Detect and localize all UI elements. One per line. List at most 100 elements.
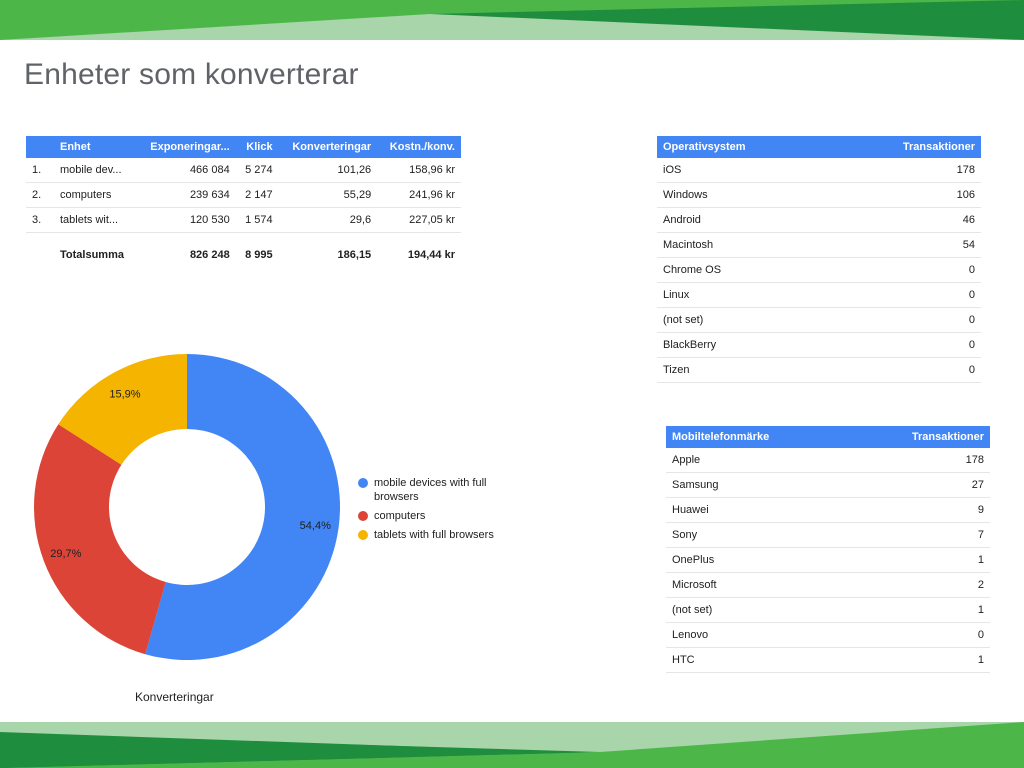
row-value: 27	[848, 472, 990, 498]
header-konverteringar[interactable]: Konverteringar	[278, 136, 378, 158]
row-value: 54	[828, 232, 981, 258]
device-name: computers	[54, 182, 137, 208]
table-row[interactable]: Windows 106	[657, 182, 981, 208]
header-exponeringar[interactable]: Exponeringar...	[136, 136, 236, 158]
row-name: Sony	[666, 522, 849, 548]
row-name: OnePlus	[666, 547, 849, 573]
row-value: 2	[848, 572, 990, 598]
row-value: 0	[828, 307, 981, 333]
os-transactions-table: Operativsystem Transaktioner iOS 178 Windo…	[657, 136, 981, 383]
legend-label: mobile devices with full browsers	[374, 477, 487, 503]
row-name: HTC	[666, 647, 849, 673]
conversions-value: 29,6	[278, 207, 378, 233]
row-name: Samsung	[666, 472, 849, 498]
row-value: 0	[848, 622, 990, 648]
table-row[interactable]: Lenovo 0	[666, 622, 990, 648]
slice-label: 29,7%	[50, 548, 81, 560]
row-name: iOS	[657, 158, 829, 183]
table-row[interactable]: Apple 178	[666, 448, 990, 473]
total-conversions: 186,15	[337, 249, 372, 261]
table-row[interactable]: Huawei 9	[666, 497, 990, 523]
row-value: 9	[848, 497, 990, 523]
header-klick[interactable]: Klick	[235, 136, 279, 158]
row-index: 3.	[26, 207, 54, 233]
row-name: BlackBerry	[657, 332, 829, 358]
slice-label: 54,4%	[300, 520, 331, 532]
row-name: (not set)	[666, 597, 849, 623]
brand-transactions-table: Mobiltelefonmärke Transaktioner Apple 178…	[666, 426, 990, 673]
table-row[interactable]: 3. tablets wit... 120 530 1 574 29,6 227,05 k…	[26, 207, 461, 233]
table-row[interactable]: Tizen 0	[657, 357, 981, 383]
conversions-value: 55,29	[278, 182, 378, 208]
row-name: Lenovo	[666, 622, 849, 648]
chart-legend: mobile devices with full browsers compute…	[358, 476, 508, 547]
row-name: Chrome OS	[657, 257, 829, 283]
header-mobiltelefonmarke[interactable]: Mobiltelefonmärke	[666, 426, 849, 448]
table-row[interactable]: 1. mobile dev... 466 084 5 274 101,26 158,96 …	[26, 158, 461, 183]
table-row[interactable]: HTC 1	[666, 647, 990, 673]
header-kostn-konv[interactable]: Kostn./konv.	[377, 136, 461, 158]
impressions-value: 466 084	[136, 158, 236, 183]
donut-slice[interactable]	[33, 424, 166, 655]
legend-dot-icon	[358, 530, 368, 540]
row-name: Microsoft	[666, 572, 849, 598]
table-row[interactable]: (not set) 1	[666, 597, 990, 623]
table-row[interactable]: BlackBerry 0	[657, 332, 981, 358]
row-name: Tizen	[657, 357, 829, 383]
cost-per-conv-value: 227,05 kr	[377, 207, 461, 233]
row-value: 0	[828, 357, 981, 383]
legend-dot-icon	[358, 511, 368, 521]
row-name: Apple	[666, 448, 849, 473]
table-row[interactable]: Macintosh 54	[657, 232, 981, 258]
table-row[interactable]: OnePlus 1	[666, 547, 990, 573]
row-name: Android	[657, 207, 829, 233]
total-cost-per-conv: 194,44 kr	[407, 249, 455, 261]
table-row[interactable]: Microsoft 2	[666, 572, 990, 598]
donut-slice[interactable]	[58, 354, 187, 465]
row-value: 0	[828, 332, 981, 358]
row-name: Macintosh	[657, 232, 829, 258]
table-row[interactable]: (not set) 0	[657, 307, 981, 333]
row-value: 1	[848, 547, 990, 573]
total-index-blank	[26, 233, 54, 274]
footer-decoration	[0, 722, 1024, 768]
donut-slice[interactable]	[145, 354, 340, 660]
device-conversions-table: Enhet Exponeringar... Klick Konvertering…	[26, 136, 461, 273]
total-impressions: 826 248	[189, 249, 230, 261]
header-enhet[interactable]: Enhet	[54, 136, 137, 158]
table-row[interactable]: Android 46	[657, 207, 981, 233]
table-row[interactable]: Sony 7	[666, 522, 990, 548]
row-value: 1	[848, 597, 990, 623]
legend-item[interactable]: computers	[358, 509, 508, 523]
page-title: Enheter som konverterar	[24, 58, 359, 91]
legend-dot-icon	[358, 478, 368, 488]
table-row[interactable]: Linux 0	[657, 282, 981, 308]
table-row[interactable]: 2. computers 239 634 2 147 55,29 241,96 kr	[26, 182, 461, 208]
slice-label: 15,9%	[109, 388, 140, 400]
table-row[interactable]: Samsung 27	[666, 472, 990, 498]
legend-item[interactable]: mobile devices with full browsers	[358, 476, 508, 504]
header-transaktioner[interactable]: Transaktioner	[848, 426, 990, 448]
row-index: 2.	[26, 182, 54, 208]
table-row[interactable]: iOS 178	[657, 158, 981, 183]
header-decoration	[0, 0, 1024, 45]
row-name: (not set)	[657, 307, 829, 333]
header-operativsystem[interactable]: Operativsystem	[657, 136, 829, 158]
total-row: Totalsumma 826 248 8 995 186,15 194,44 kr	[26, 233, 461, 274]
legend-label: tablets with full browsers	[374, 529, 494, 541]
table-row[interactable]: Chrome OS 0	[657, 257, 981, 283]
device-name: mobile dev...	[54, 158, 137, 183]
total-label: Totalsumma	[60, 249, 124, 261]
device-name: tablets wit...	[54, 207, 137, 233]
legend-item[interactable]: tablets with full browsers	[358, 528, 508, 542]
conversions-donut-chart: 54,4% 29,7% 15,9%	[33, 354, 340, 660]
row-value: 46	[828, 207, 981, 233]
row-value: 178	[828, 158, 981, 183]
row-value: 0	[828, 257, 981, 283]
header-transaktioner[interactable]: Transaktioner	[828, 136, 981, 158]
row-value: 0	[828, 282, 981, 308]
row-index: 1.	[26, 158, 54, 183]
clicks-value: 1 574	[235, 207, 279, 233]
cost-per-conv-value: 241,96 kr	[377, 182, 461, 208]
clicks-value: 2 147	[235, 182, 279, 208]
